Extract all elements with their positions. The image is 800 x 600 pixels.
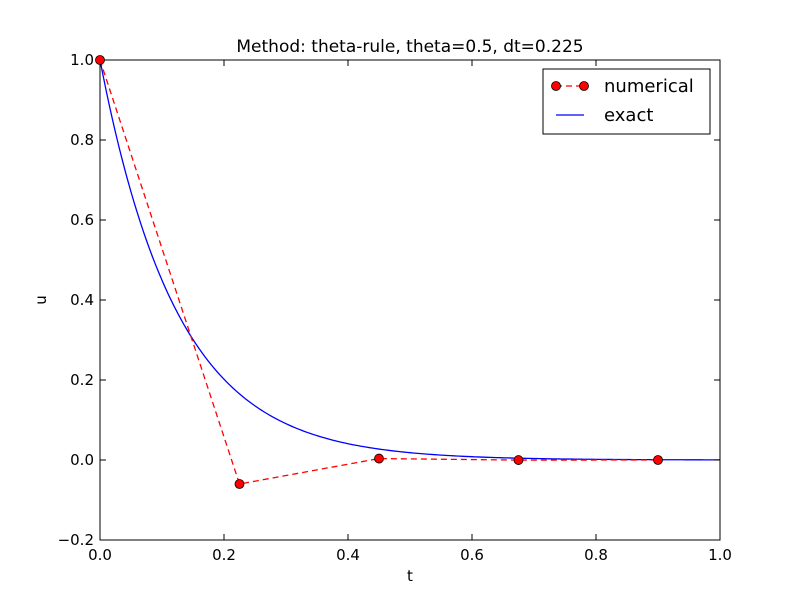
y-tick-label: 0.6 [70,211,94,229]
x-axis-label: t [407,567,413,585]
y-tick-label: 1.0 [70,51,94,69]
series-numerical-line [100,60,659,485]
legend: numerical exact [542,68,711,135]
legend-box [542,68,711,135]
x-tick-label: 0.6 [460,546,484,564]
y-tick-label: 0.8 [70,131,94,149]
y-tick-label: −0.2 [58,531,94,549]
x-tick-label: 0.0 [88,546,112,564]
series-numerical-point [653,455,663,465]
y-axis-label: u [32,295,50,305]
y-tick-label: 0.2 [70,371,94,389]
legend-exact-label: exact [604,105,653,126]
series-numerical-point [374,453,384,464]
legend-numerical-label: numerical [604,76,694,97]
series-numerical-point [95,55,105,65]
x-tick-label: 1.0 [708,546,732,564]
series-numerical-point [513,455,524,465]
series-numerical-point [234,479,245,489]
y-tick-label: 0.0 [70,451,94,469]
x-tick-label: 0.4 [336,546,360,564]
x-tick-label: 0.2 [212,546,236,564]
legend-numerical-marker-1 [551,81,561,91]
y-tick-label: 0.4 [70,291,94,309]
x-tick-label: 0.8 [584,546,608,564]
legend-numerical-marker-2 [579,81,589,91]
chart-title: Method: theta-rule, theta=0.5, dt=0.225 [236,37,583,57]
